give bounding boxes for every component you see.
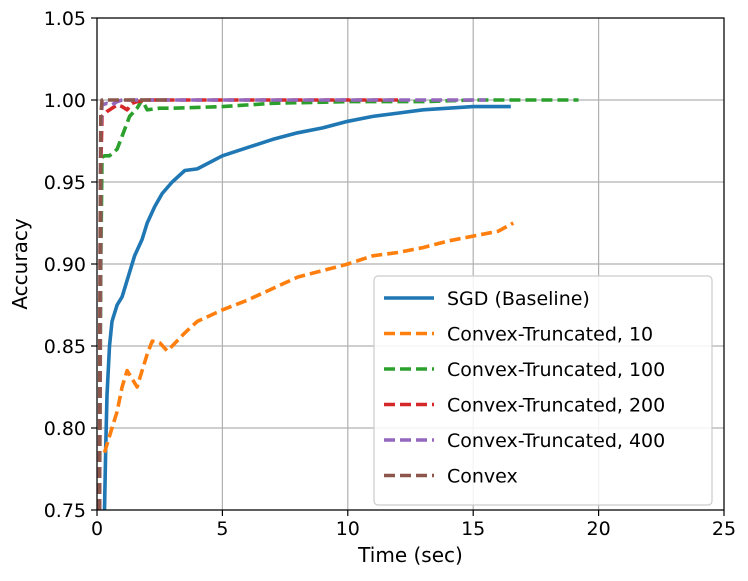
- y-tick-label: 1.05: [44, 8, 86, 30]
- series-line-6: [97, 98, 173, 510]
- x-tick-label: 0: [91, 518, 103, 540]
- y-tick-label: 0.85: [44, 336, 86, 358]
- legend-label: SGD (Baseline): [447, 288, 590, 310]
- x-axis-label: Time (sec): [357, 543, 463, 567]
- series-line-3: [97, 98, 579, 510]
- y-tick-label: 0.75: [44, 500, 86, 522]
- y-tick-label: 0.80: [44, 418, 86, 440]
- x-tick-label: 5: [216, 518, 228, 540]
- x-tick-label: 25: [712, 518, 736, 540]
- legend-label: Convex: [447, 466, 518, 488]
- y-tick-label: 0.90: [44, 254, 86, 276]
- legend-label: Convex-Truncated, 100: [447, 359, 665, 381]
- y-tick-label: 0.95: [44, 172, 86, 194]
- x-tick-label: 10: [336, 518, 360, 540]
- legend-label: Convex-Truncated, 400: [447, 430, 665, 452]
- axis-ticks: 0 5 10 15 20 25 0.75 0.80 0.85 0.90 0.95 1.00 1.05: [44, 8, 736, 540]
- legend-label: Convex-Truncated, 10: [447, 324, 653, 346]
- series-line-4: [97, 98, 398, 510]
- plot-area: [97, 98, 579, 510]
- y-tick-label: 1.00: [44, 90, 86, 112]
- legend-box: [373, 275, 713, 506]
- legend: SGD (Baseline) Convex-Truncated, 10 Convex…: [373, 275, 713, 506]
- series-line-2: [102, 221, 515, 454]
- series-line-1: [102, 104, 511, 510]
- x-tick-label: 15: [461, 518, 485, 540]
- x-tick-label: 20: [587, 518, 611, 540]
- y-axis-label: Accuracy: [8, 218, 32, 309]
- legend-label: Convex-Truncated, 200: [447, 395, 665, 417]
